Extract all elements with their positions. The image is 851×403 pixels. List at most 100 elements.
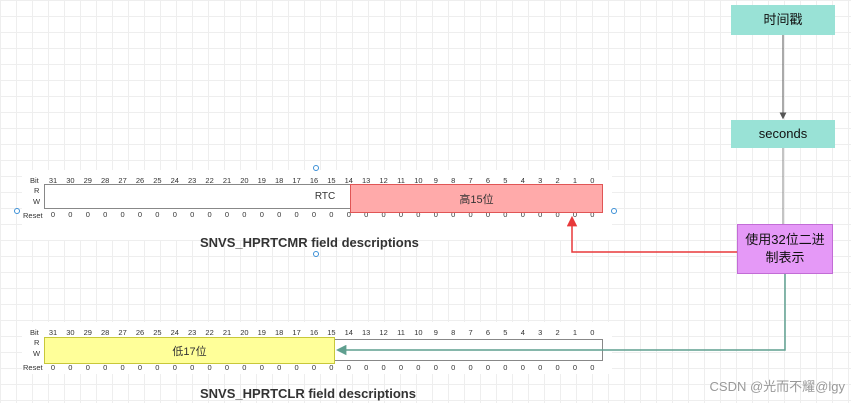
reg1-bit-number: 27 (118, 176, 127, 185)
reg2-reset-value: 0 (155, 363, 160, 372)
reg2-reset-value: 0 (294, 363, 299, 372)
binary-representation-node[interactable]: 使用32位二进制表示 (737, 224, 833, 274)
reg2-reset-value: 0 (242, 363, 247, 372)
reg2-low-bits-field[interactable]: 低17位 (44, 337, 335, 364)
reg1-reset-value: 0 (85, 210, 90, 219)
reg2-bit-number: 7 (468, 328, 473, 337)
reg2-reset-value: 0 (364, 363, 369, 372)
selection-handle-right[interactable] (611, 208, 617, 214)
reg2-bit-number: 24 (170, 328, 179, 337)
reg1-bit-number: 23 (188, 176, 197, 185)
reg2-reset-value: 0 (137, 363, 143, 372)
reg1-bit-number: 7 (468, 176, 473, 185)
reg1-reset-value: 0 (381, 210, 386, 219)
reg2-bit-number: 10 (414, 328, 423, 337)
reg2-reset-value: 0 (468, 363, 473, 372)
reg1-reset-value: 0 (451, 210, 456, 219)
reg2-bit-number: 21 (222, 328, 232, 337)
timestamp-node[interactable]: 时间戳 (731, 5, 835, 35)
reg2-reset-value: 0 (172, 363, 177, 372)
reg1-reset-value: 0 (555, 210, 560, 219)
reg1-bit-number: 22 (205, 176, 214, 185)
reg2-bit-number: 28 (101, 328, 110, 337)
reg1-bit-number: 10 (414, 176, 423, 185)
reg2-bit-number: 17 (292, 328, 301, 337)
reg2-reset-value: 0 (277, 363, 282, 372)
reg1-reset-value: 0 (416, 210, 421, 219)
reg2-reset-value: 0 (433, 363, 438, 372)
reg2-caption: SNVS_HPRTCLR field descriptions (200, 386, 416, 401)
reg1-reset-value: 0 (68, 210, 73, 219)
reg1-reset-value: 0 (277, 210, 282, 219)
reg2-reset-value: 0 (398, 363, 404, 372)
reg1-bit-number: 5 (503, 176, 508, 185)
reg1-bit-label: Bit (30, 176, 39, 185)
reg2-bit-number: 15 (327, 328, 336, 337)
reg1-reset-value: 0 (590, 210, 595, 219)
reg2-bit-number: 4 (520, 328, 525, 337)
reg2-bit-number: 18 (275, 328, 284, 337)
reg1-bit-number: 3 (538, 176, 543, 185)
reg1-bit-number: 26 (135, 176, 145, 185)
reg2-bit-number: 12 (379, 328, 388, 337)
reg1-reset-value: 0 (311, 210, 317, 219)
reg2-reset-value: 0 (50, 363, 56, 372)
reg1-bit-number: 9 (433, 176, 438, 185)
reg2-reset-value: 0 (85, 363, 90, 372)
binary-to-low-bits-arrow (335, 273, 786, 356)
reg2-bit-number: 5 (503, 328, 508, 337)
reg2-bit-number: 19 (257, 328, 266, 337)
reg2-bit-number: 3 (538, 328, 543, 337)
reg2-reset-value: 0 (259, 363, 264, 372)
reg1-reset-value: 0 (207, 210, 212, 219)
reg2-reset-value: 0 (485, 363, 491, 372)
reg1-reset-value: 0 (294, 210, 299, 219)
reg1-bit-number: 6 (485, 176, 491, 185)
reg1-bit-number: 28 (101, 176, 110, 185)
reg1-bit-number: 16 (309, 176, 319, 185)
reg1-bit-number: 30 (66, 176, 75, 185)
reg1-bit-number: 12 (379, 176, 388, 185)
reg1-bit-number: 18 (275, 176, 284, 185)
reg1-reset-value: 0 (137, 210, 143, 219)
reg2-reset-value: 0 (311, 363, 317, 372)
reg2-reset-value: 0 (590, 363, 595, 372)
reg1-bit-number: 0 (590, 176, 595, 185)
selection-handle-left[interactable] (14, 208, 20, 214)
reg1-reset-value: 0 (538, 210, 543, 219)
reg1-bit-number: 2 (555, 176, 560, 185)
reg2-reset-value: 0 (120, 363, 125, 372)
reg1-r-label: R (34, 186, 40, 195)
reg1-bit-number: 14 (344, 176, 353, 185)
reg1-rtc-field-label: RTC (314, 191, 336, 202)
reg1-bit-number: 24 (170, 176, 179, 185)
reg2-r-label: R (34, 338, 40, 347)
reg1-reset-value: 0 (224, 210, 230, 219)
reg2-reset-value: 0 (520, 363, 525, 372)
reg2-bit-number: 11 (397, 328, 405, 337)
reg1-reset-value: 0 (242, 210, 247, 219)
seconds-node[interactable]: seconds (731, 120, 835, 148)
reg2-bit-label: Bit (30, 328, 39, 337)
reg1-reset-value: 0 (172, 210, 177, 219)
reg2-reset-value: 0 (572, 363, 578, 372)
selection-handle-bottom[interactable] (313, 251, 319, 257)
binary-to-high-bits-arrow (566, 215, 737, 253)
reg1-high-bits-field[interactable]: 高15位 (350, 184, 603, 213)
reg2-bit-number: 27 (118, 328, 127, 337)
reg1-bit-number: 17 (292, 176, 301, 185)
reg2-reset-value: 0 (207, 363, 212, 372)
reg1-reset-value: 0 (50, 210, 56, 219)
reg2-bit-number: 9 (433, 328, 438, 337)
reg1-caption: SNVS_HPRTCMR field descriptions (200, 235, 419, 250)
reg2-bit-number: 29 (83, 328, 92, 337)
reg1-bit-number: 13 (362, 176, 371, 185)
reg2-reset-value: 0 (381, 363, 386, 372)
reg1-reset-value: 0 (259, 210, 264, 219)
selection-handle-top[interactable] (313, 165, 319, 171)
reg2-w-label: W (33, 349, 41, 358)
reg2-bit-number: 2 (555, 328, 560, 337)
reg1-bit-number: 1 (572, 176, 578, 185)
reg1-bit-number: 19 (257, 176, 266, 185)
